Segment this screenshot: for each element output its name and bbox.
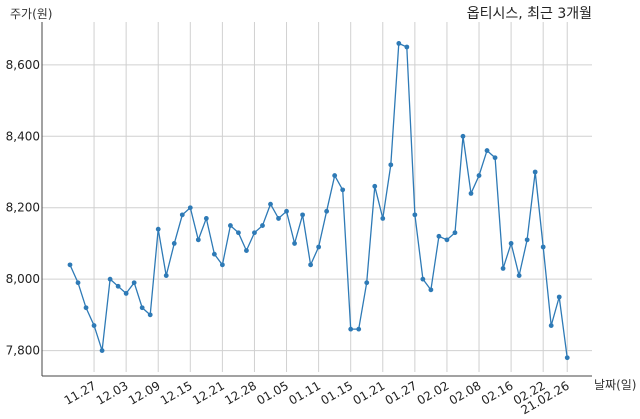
x-tick-label: 01.05 [254, 378, 291, 407]
x-tick-label: 01.21 [351, 378, 388, 407]
price-point [396, 41, 402, 46]
price-point [372, 183, 378, 189]
price-point [300, 212, 305, 218]
price-point [500, 266, 506, 271]
price-point [187, 205, 193, 211]
x-tick-label: 11.27 [62, 378, 99, 407]
price-point [436, 233, 442, 239]
price-point [228, 223, 233, 228]
price-point [252, 230, 257, 236]
price-point [268, 201, 273, 207]
x-tick-label: 01.11 [286, 378, 323, 407]
price-point [428, 287, 434, 293]
series-layer [67, 41, 570, 361]
y-tick-label: 8,200 [6, 201, 40, 215]
axes [41, 22, 592, 377]
x-tick-label: 02.02 [415, 378, 452, 407]
price-point [420, 276, 426, 282]
price-point [276, 216, 281, 221]
y-tick-label: 8,400 [6, 129, 40, 143]
price-point [404, 44, 410, 50]
price-point [75, 280, 81, 286]
price-point [364, 280, 370, 286]
x-tick-label: 12.15 [158, 378, 195, 407]
price-point [155, 226, 161, 232]
y-tick-label: 8,000 [6, 272, 40, 286]
price-point [332, 173, 338, 178]
price-point [316, 244, 322, 250]
price-point [324, 208, 330, 214]
y-tick-label: 7,800 [6, 344, 40, 358]
price-point [115, 283, 121, 289]
chart-title: 옵티시스, 최근 3개월 [467, 6, 592, 22]
price-point [219, 262, 225, 268]
price-point [388, 162, 394, 168]
x-tick-label: 01.27 [383, 378, 420, 407]
price-point [532, 169, 538, 175]
price-point [508, 241, 514, 246]
price-point [444, 237, 450, 243]
price-point [524, 237, 530, 243]
price-point [308, 262, 313, 268]
price-point [452, 230, 458, 236]
price-point [468, 191, 474, 196]
price-point [484, 148, 490, 153]
price-point [123, 291, 129, 296]
price-point [380, 216, 386, 221]
price-point [412, 212, 418, 218]
price-point [476, 173, 482, 178]
price-point [492, 155, 498, 161]
price-point [284, 208, 289, 214]
x-tick-label: 12.09 [126, 378, 163, 407]
price-point [348, 326, 354, 332]
price-point [147, 312, 153, 318]
price-point [516, 273, 522, 278]
x-tick-label: 12.21 [190, 378, 227, 407]
price-point [556, 294, 562, 300]
x-tick-label: 12.28 [222, 378, 259, 407]
price-point [292, 241, 297, 246]
price-point [244, 248, 249, 253]
price-point [91, 323, 97, 328]
price-point [340, 187, 346, 193]
x-tick-label: 02.16 [479, 378, 516, 407]
price-point [67, 262, 73, 268]
tick-labels: 7,800 8,000 8,200 8,400 8,600 11.2712.0312.09… [6, 58, 572, 417]
price-point [107, 276, 113, 282]
price-point [99, 348, 105, 353]
price-point [195, 237, 201, 243]
price-point [564, 355, 570, 361]
price-point [83, 305, 89, 311]
price-point [548, 323, 554, 328]
x-axis-label: 날짜(일) [594, 378, 636, 392]
price-point [211, 251, 217, 257]
price-point [203, 216, 209, 221]
price-point [139, 305, 145, 311]
price-point [236, 230, 241, 236]
x-tick-label: 01.15 [318, 378, 355, 407]
price-point [356, 326, 362, 332]
price-point [460, 133, 466, 139]
y-tick-label: 8,600 [6, 58, 40, 72]
price-point [540, 244, 546, 250]
price-point [163, 273, 169, 278]
grid-lines [42, 22, 592, 372]
x-tick-label: 02.08 [447, 378, 484, 407]
y-axis-label: 주가(원) [10, 7, 52, 21]
price-point [171, 241, 177, 246]
price-point [131, 280, 137, 286]
price-point [260, 223, 265, 228]
x-tick-label: 12.03 [94, 378, 131, 407]
price-point [179, 212, 185, 218]
